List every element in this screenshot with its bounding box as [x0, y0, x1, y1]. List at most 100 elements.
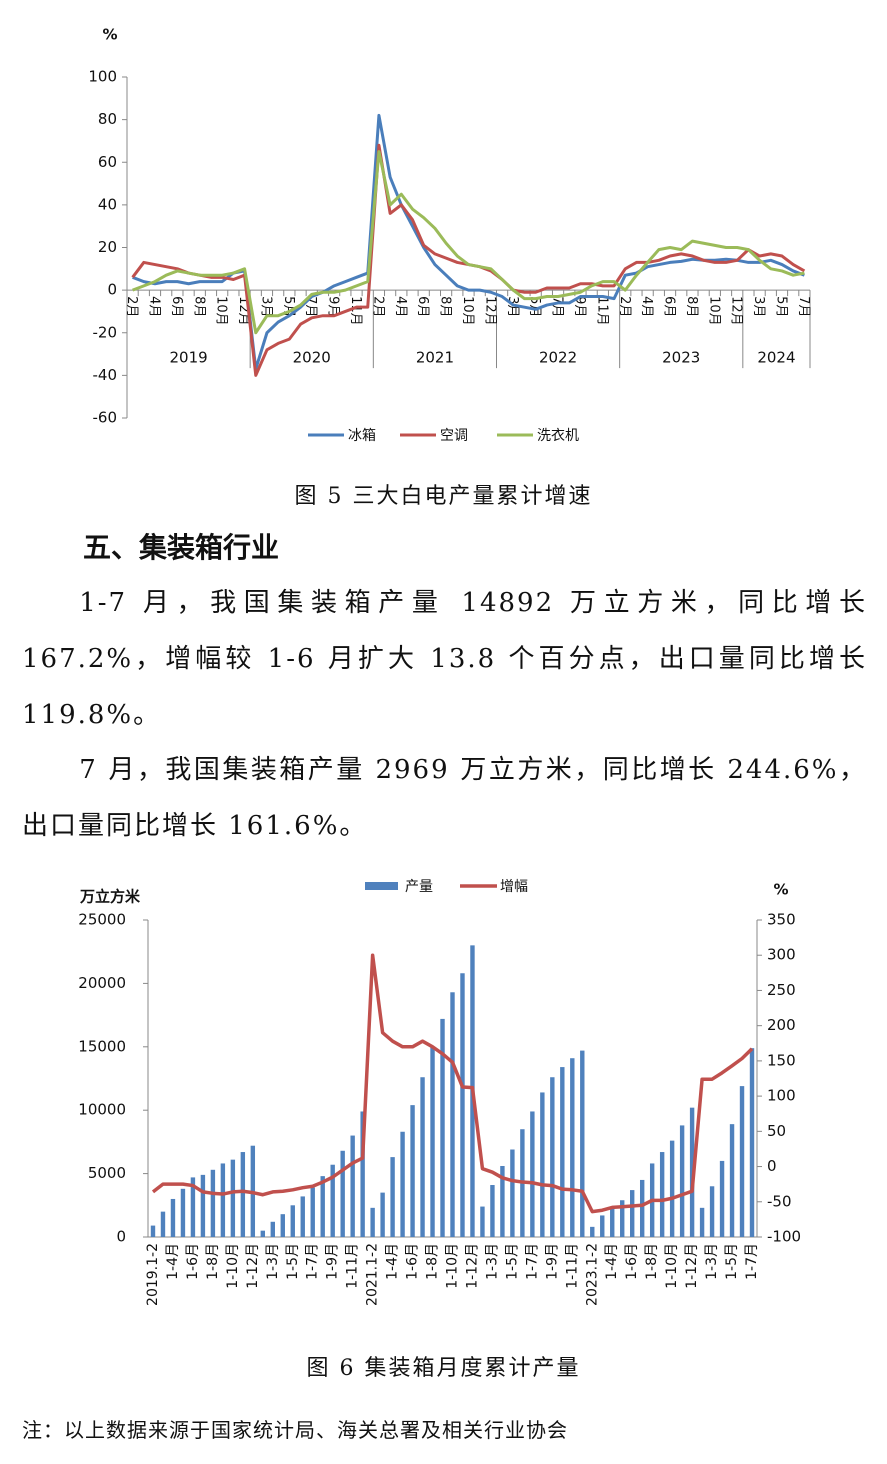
- bar: [350, 1135, 355, 1237]
- x-tick-label: 4月: [393, 296, 408, 317]
- bar: [180, 1188, 186, 1237]
- y-tick-label: 60: [98, 153, 117, 171]
- figure-caption: 图 5 三大白电产量累计增速: [294, 484, 593, 509]
- bar: [719, 1160, 725, 1237]
- y2-tick-label: 100: [767, 1087, 796, 1105]
- bar: [600, 1215, 605, 1237]
- bar: [230, 1159, 236, 1237]
- x-tick-label: 1-11月: [564, 1243, 580, 1289]
- paragraph: 7 月，我国集装箱产量 2969 万立方米，同比增长 244.6%，出口量同比增…: [22, 755, 867, 841]
- x-tick-label: 1-5月: [504, 1243, 520, 1280]
- chart-container: 万立方米 % 0 5000 10000 15000 20000 25000 -100 -50 0 50…: [78, 879, 801, 1306]
- group-label: 2024: [757, 349, 795, 367]
- bar: [410, 1105, 415, 1237]
- x-tick-label: 1-12月: [464, 1243, 480, 1289]
- y2-tick-label: 0: [767, 1157, 777, 1175]
- x-tick-label: 2019.1-2: [145, 1243, 161, 1306]
- legend-label: 洗衣机: [537, 428, 579, 444]
- x-tick-label: 6月: [415, 296, 430, 317]
- bar: [490, 1185, 495, 1237]
- y-tick-label: 20: [98, 238, 117, 256]
- x-tick-label: 5月: [774, 296, 789, 317]
- y2-tick-label: 50: [767, 1122, 786, 1140]
- y-tick-label: 5000: [88, 1164, 126, 1182]
- x-tick-label: 1-4月: [604, 1243, 620, 1280]
- x-tick-label: 10月: [214, 296, 229, 326]
- x-tick-label: 2021.1-2: [365, 1243, 381, 1306]
- x-tick-label: 8月: [684, 296, 699, 317]
- y-tick-label: -60: [93, 409, 118, 427]
- x-tick-label: 6月: [169, 296, 184, 317]
- x-tick-label: 12月: [482, 296, 497, 326]
- bar: [669, 1140, 675, 1237]
- bar: [400, 1131, 405, 1237]
- x-tick-label: 11月: [348, 296, 363, 326]
- bar: [370, 1207, 375, 1237]
- y-tick-label: 15000: [78, 1037, 126, 1055]
- bar: [580, 1050, 585, 1237]
- bar: [300, 1196, 305, 1237]
- x-tick-label: 1-3月: [265, 1243, 281, 1280]
- x-tick-label: 3月: [751, 296, 766, 317]
- y-tick-label: 25000: [78, 911, 126, 929]
- group-label: 2019: [169, 349, 207, 367]
- bar: [390, 1157, 395, 1237]
- y2-tick-label: 200: [767, 1016, 796, 1034]
- x-tick-label: 1-6月: [405, 1243, 421, 1280]
- x-tick-label: 8月: [438, 296, 453, 317]
- y2-tick-label: 350: [767, 911, 796, 929]
- legend-label: 增幅: [500, 879, 528, 895]
- y-tick-label: 40: [98, 195, 117, 213]
- x-tick-label: 6月: [662, 296, 677, 317]
- line-series: [131, 143, 806, 377]
- x-tick-label: 1-3月: [484, 1243, 500, 1280]
- bar: [610, 1206, 615, 1237]
- bar: [560, 1067, 565, 1237]
- bar: [739, 1086, 745, 1237]
- legend-swatch: [365, 882, 398, 890]
- bar: [340, 1150, 345, 1237]
- bar: [320, 1176, 325, 1237]
- bar: [150, 1225, 156, 1237]
- bar: [659, 1152, 665, 1237]
- y2-axis-label: %: [773, 881, 788, 899]
- y-tick-label: 0: [107, 281, 117, 299]
- bar: [530, 1111, 535, 1237]
- bar: [220, 1163, 226, 1237]
- bar: [170, 1198, 176, 1237]
- bar: [280, 1214, 285, 1237]
- x-tick-label: 1-5月: [724, 1243, 740, 1280]
- x-tick-label: 10月: [460, 296, 475, 326]
- bar: [729, 1124, 735, 1237]
- bar: [620, 1200, 625, 1237]
- group-label: 2021: [416, 349, 454, 367]
- x-tick-label: 2月: [370, 296, 385, 317]
- x-tick-label: 1-10月: [664, 1243, 680, 1289]
- legend-label: 冰箱: [348, 428, 376, 444]
- bar: [460, 973, 465, 1237]
- x-tick-label: 1-6月: [624, 1243, 640, 1280]
- y-tick-label: 10000: [78, 1101, 126, 1119]
- y-axis-label: %: [102, 26, 117, 44]
- x-tick-label: 2月: [617, 296, 632, 317]
- bar: [430, 1046, 435, 1237]
- y-tick-label: 100: [88, 68, 117, 86]
- y2-tick-label: -50: [767, 1192, 792, 1210]
- x-tick-label: 1-4月: [165, 1243, 181, 1280]
- group-label: 2020: [293, 349, 331, 367]
- y-tick-label: 20000: [78, 974, 126, 992]
- chart-appliances: % -60 -40 -20 0 20 40 60 80 100 2月 4月 6月 8月 10月 12月 3月 5月…: [88, 26, 811, 445]
- bar: [500, 1165, 505, 1237]
- x-tick-label: 1-10月: [445, 1243, 461, 1289]
- bar: [550, 1077, 555, 1237]
- x-tick-label: 1-8月: [205, 1243, 221, 1280]
- bar: [510, 1149, 515, 1237]
- x-tick-label: 1-9月: [325, 1243, 341, 1280]
- bar: [630, 1190, 635, 1237]
- x-tick-label: 1-12月: [245, 1243, 261, 1289]
- bar: [270, 1221, 275, 1237]
- bar: [679, 1125, 685, 1237]
- bar: [260, 1230, 266, 1237]
- x-tick-label: 2023.1-2: [584, 1243, 600, 1306]
